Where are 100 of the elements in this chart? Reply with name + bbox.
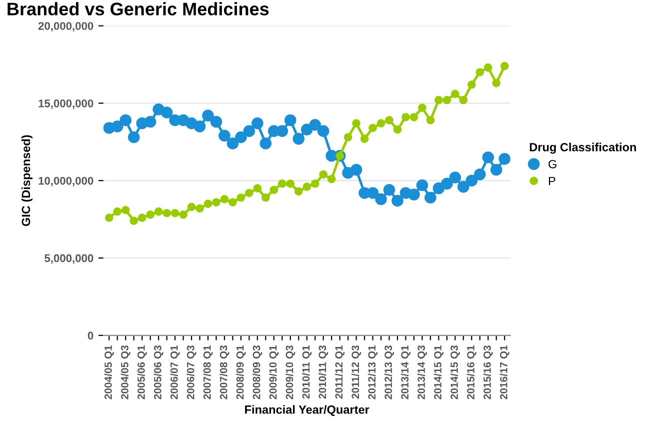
- point: [270, 186, 278, 194]
- y-tick-label: 5,000,000: [44, 254, 94, 264]
- x-tick-label: 2008/09 Q3: [252, 345, 262, 400]
- point: [218, 130, 230, 142]
- point: [235, 131, 247, 144]
- point: [292, 132, 305, 145]
- point: [286, 180, 295, 188]
- point: [466, 174, 478, 187]
- point: [492, 78, 500, 88]
- point: [424, 192, 436, 204]
- x-tick-label: 2013/14 Q3: [417, 345, 427, 400]
- point: [392, 194, 404, 207]
- point: [327, 174, 336, 184]
- point: [243, 125, 256, 137]
- point: [179, 210, 188, 219]
- point: [450, 90, 460, 98]
- point: [202, 110, 214, 122]
- point: [236, 193, 246, 202]
- point: [260, 138, 272, 150]
- y-tick-label: 15,000,000: [38, 99, 94, 109]
- x-tick-label: 2015/16 Q3: [483, 345, 493, 400]
- y-tick-label: 0: [88, 332, 94, 340]
- point: [144, 116, 156, 128]
- point: [111, 120, 124, 132]
- point: [220, 195, 229, 204]
- x-tick-label: 2009/10 Q3: [286, 345, 296, 400]
- x-tick-label: 2010/11 Q1: [302, 345, 312, 399]
- point: [484, 63, 492, 72]
- x-tick-label: 2011/12 Q1: [334, 345, 345, 399]
- point: [402, 112, 410, 122]
- y-tick-label: 10,000,000: [38, 176, 94, 186]
- x-tick-label: 2008/09 Q1: [236, 345, 246, 400]
- point: [204, 200, 212, 208]
- y-tick-label: 20,000,000: [38, 22, 94, 32]
- point: [416, 179, 428, 192]
- point: [434, 96, 443, 104]
- x-tick-label: 2014/15 Q1: [434, 345, 444, 400]
- point: [474, 168, 486, 180]
- legend-label: G: [548, 160, 556, 168]
- point: [154, 207, 163, 216]
- point: [376, 119, 386, 128]
- point: [226, 138, 239, 150]
- point: [319, 170, 328, 179]
- point: [170, 208, 180, 218]
- point: [426, 116, 435, 124]
- x-tick-label: 2004/05 Q3: [120, 345, 130, 400]
- point: [261, 193, 270, 202]
- point: [360, 134, 369, 143]
- point: [120, 114, 132, 126]
- point: [252, 117, 264, 130]
- x-tick-label: 2013/14 Q1: [400, 345, 410, 400]
- x-tick-label: 2006/07 Q3: [186, 345, 196, 400]
- point: [352, 119, 360, 128]
- point: [442, 96, 452, 104]
- point: [104, 214, 114, 222]
- point: [368, 124, 377, 132]
- point: [317, 125, 330, 137]
- point: [130, 216, 138, 226]
- point: [410, 112, 418, 122]
- point: [385, 116, 394, 124]
- point: [498, 153, 510, 165]
- legend-label: P: [548, 176, 556, 186]
- point: [128, 131, 140, 144]
- point: [500, 62, 509, 70]
- point: [121, 206, 130, 214]
- point: [459, 96, 468, 104]
- point: [449, 172, 462, 184]
- point: [160, 106, 173, 118]
- x-tick-label: 2006/07 Q1: [170, 345, 180, 400]
- point: [228, 198, 237, 206]
- x-tick-label: 2012/13 Q3: [384, 345, 394, 400]
- point: [350, 164, 362, 176]
- point: [138, 214, 146, 222]
- x-tick-label: 2007/08 Q3: [220, 345, 230, 400]
- point: [278, 180, 286, 188]
- point: [113, 207, 122, 216]
- point: [457, 180, 470, 193]
- x-tick-label: 2009/10 Q1: [269, 345, 279, 400]
- x-tick-label: 2014/15 Q3: [450, 345, 460, 400]
- point: [294, 187, 303, 196]
- point: [196, 204, 204, 213]
- point: [383, 184, 396, 196]
- point: [187, 202, 196, 212]
- point: [393, 125, 402, 134]
- point: [310, 180, 320, 188]
- x-tick-label: 2016/17 Q1: [500, 345, 510, 400]
- point: [375, 193, 387, 206]
- point: [408, 188, 420, 200]
- x-tick-label: 2005/06 Q3: [154, 345, 164, 400]
- point: [441, 178, 453, 190]
- point: [482, 151, 494, 164]
- point: [344, 133, 352, 142]
- point: [476, 68, 484, 76]
- point: [309, 118, 321, 131]
- point: [146, 210, 154, 219]
- point: [284, 114, 296, 126]
- point: [194, 120, 206, 132]
- point: [300, 124, 313, 136]
- x-tick-label: 2005/06 Q1: [137, 345, 147, 400]
- legend-title: Drug Classification: [530, 142, 636, 154]
